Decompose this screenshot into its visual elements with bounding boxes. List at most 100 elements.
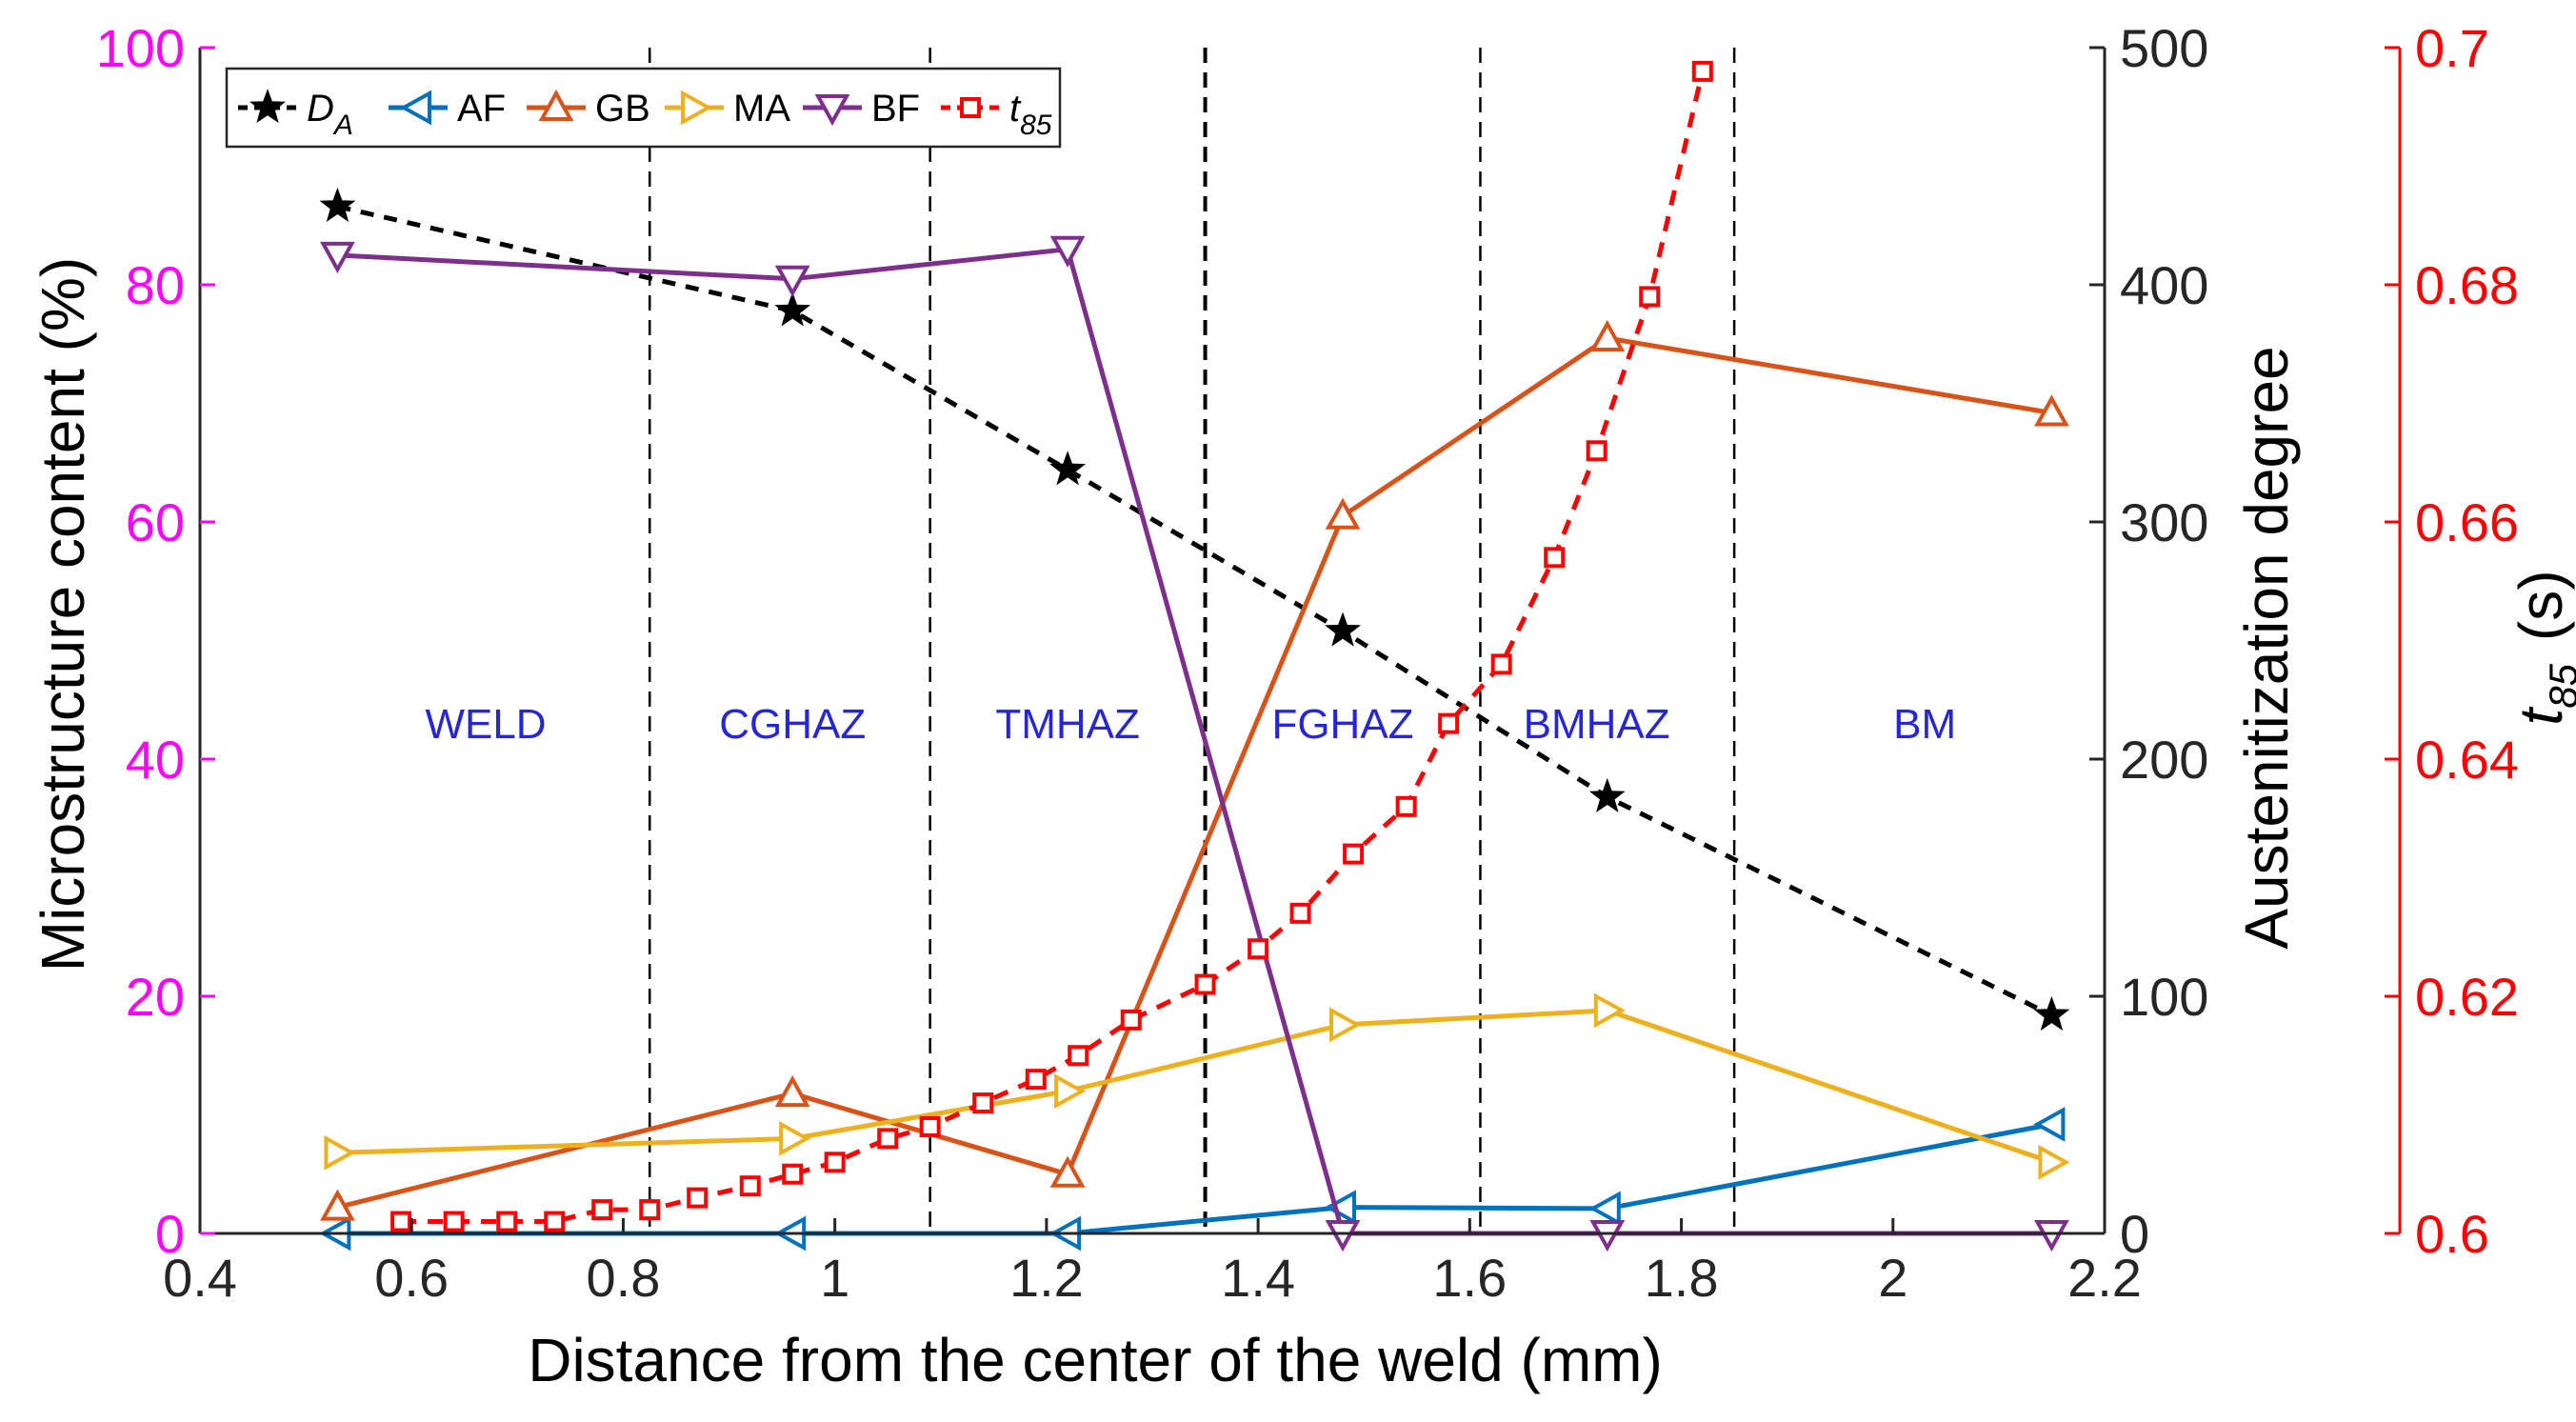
region-label: TMHAZ — [995, 701, 1140, 748]
data-point-ma — [1329, 1007, 1362, 1043]
data-point-ma — [1593, 992, 1626, 1029]
y-right2-title-sub: 85 — [2541, 663, 2576, 708]
series-line-bf — [337, 246, 2052, 1236]
series-af — [319, 1107, 2066, 1252]
data-point-bf — [1049, 235, 1086, 268]
y-right1-tick-label: 100 — [2120, 967, 2208, 1027]
data-point-t85 — [1194, 973, 1216, 995]
data-point-da — [774, 291, 811, 327]
y-left-tick-label: 0 — [155, 1204, 185, 1264]
series-bf — [320, 235, 2069, 1252]
data-point-t85 — [1691, 60, 1713, 82]
y-right2-tick-label: 0.68 — [2415, 255, 2519, 315]
x-tick-label: 2 — [1878, 1248, 1907, 1308]
data-point-af — [1588, 1191, 1621, 1227]
y-left-tick-label: 20 — [126, 967, 185, 1027]
series-t85 — [390, 60, 1713, 1232]
data-point-bf — [774, 265, 810, 297]
data-point-t85 — [1639, 286, 1661, 308]
y-right2-tick-label: 0.7 — [2415, 18, 2489, 78]
y-right2-title-main: t — [2506, 707, 2575, 726]
y-left-tick-label: 100 — [96, 18, 185, 78]
data-point-t85 — [919, 1115, 941, 1137]
y-right1-tick-label: 500 — [2120, 18, 2208, 78]
y-right2-tick-label: 0.6 — [2415, 1204, 2489, 1264]
y-right1-tick-label: 400 — [2120, 255, 2208, 315]
region-label: FGHAZ — [1271, 701, 1413, 748]
y-right2-tick-label: 0.64 — [2415, 730, 2519, 790]
y-right1-tick-label: 200 — [2120, 730, 2208, 790]
data-point-t85 — [443, 1211, 465, 1232]
data-point-t85 — [739, 1175, 761, 1197]
legend-label: DA — [307, 88, 353, 141]
data-point-t85 — [824, 1152, 846, 1173]
data-point-gb — [774, 1074, 810, 1108]
x-tick-label: 0.6 — [374, 1248, 449, 1308]
data-point-t85 — [877, 1128, 899, 1150]
data-point-da — [1049, 451, 1087, 486]
data-point-t85 — [1544, 547, 1566, 569]
legend-label: MA — [733, 88, 790, 130]
data-point-gb — [2034, 394, 2069, 427]
x-tick-label: 1.6 — [1432, 1248, 1507, 1308]
region-label: BM — [1893, 701, 1956, 748]
series-da — [319, 187, 2070, 1031]
y-right2-axis-title: t85 (s) — [2506, 570, 2576, 725]
data-point-t85 — [496, 1211, 518, 1232]
x-tick-label: 2.2 — [2067, 1248, 2142, 1308]
series-line-da — [336, 204, 2053, 1018]
series-ma — [324, 992, 2070, 1180]
data-point-t85 — [639, 1199, 661, 1221]
data-point-ma — [779, 1121, 811, 1156]
data-point-af — [2033, 1107, 2066, 1142]
y-right1-tick-label: 0 — [2120, 1204, 2149, 1264]
series-line-ma — [337, 1008, 2053, 1165]
data-point-ma — [324, 1134, 356, 1171]
axes-layer: 0.4 0.6 0.8 1 1.2 1.4 1.6 1.8 2 2.202040608010001… — [96, 18, 2519, 1308]
series-gb — [320, 319, 2069, 1221]
legend-item-af: AF — [389, 88, 506, 130]
region-divider-layer: WELD CGHAZ TMHAZ FGHAZ BMHAZ BM — [425, 48, 1956, 1233]
legend-label: BF — [871, 88, 920, 130]
data-point-t85 — [390, 1211, 412, 1232]
x-tick-label: 0.8 — [587, 1248, 661, 1308]
data-point-t85 — [544, 1211, 566, 1232]
data-point-t85 — [1120, 1009, 1142, 1031]
legend-item-da: DA — [238, 88, 353, 141]
data-point-gb — [1049, 1155, 1086, 1188]
data-point-da — [319, 187, 356, 222]
data-point-t85 — [591, 1199, 613, 1221]
series-line-gb — [336, 335, 2052, 1211]
data-point-da — [1588, 777, 1626, 812]
data-point-t85 — [1395, 795, 1417, 817]
data-point-bf — [320, 241, 355, 274]
y-right2-title-unit: (s) — [2506, 570, 2575, 641]
y-left-tick-label: 60 — [126, 492, 185, 552]
series-layer — [319, 60, 2070, 1252]
legend-item-gb: GB — [527, 88, 650, 130]
data-point-ma — [1054, 1073, 1087, 1109]
y-left-tick-label: 40 — [126, 730, 185, 790]
region-label: CGHAZ — [719, 701, 866, 748]
y-left-axis-title: Microstructure content (%) — [29, 257, 97, 971]
x-tick-label: 1 — [820, 1248, 849, 1308]
data-point-t85 — [1248, 938, 1269, 960]
x-axis-title: Distance from the center of the weld (mm… — [528, 1326, 1663, 1394]
data-point-t85 — [1343, 843, 1365, 865]
legend-box — [225, 67, 1062, 149]
data-point-da — [2033, 995, 2070, 1031]
data-point-da — [1325, 611, 1361, 647]
legend-item-ma: MA — [665, 88, 790, 130]
legend: DA AF GB MA BF t85 — [225, 67, 1062, 149]
y-right2-tick-label: 0.62 — [2415, 967, 2519, 1027]
data-point-t85 — [687, 1187, 709, 1209]
data-point-gb — [1325, 497, 1361, 530]
x-tick-label: 1.4 — [1221, 1248, 1295, 1308]
data-point-t85 — [1068, 1045, 1089, 1067]
data-point-ma — [2038, 1144, 2070, 1180]
legend-label: GB — [595, 88, 650, 130]
region-label: WELD — [425, 701, 546, 748]
region-label: BMHAZ — [1524, 701, 1670, 748]
legend-label: t85 — [1009, 88, 1052, 141]
